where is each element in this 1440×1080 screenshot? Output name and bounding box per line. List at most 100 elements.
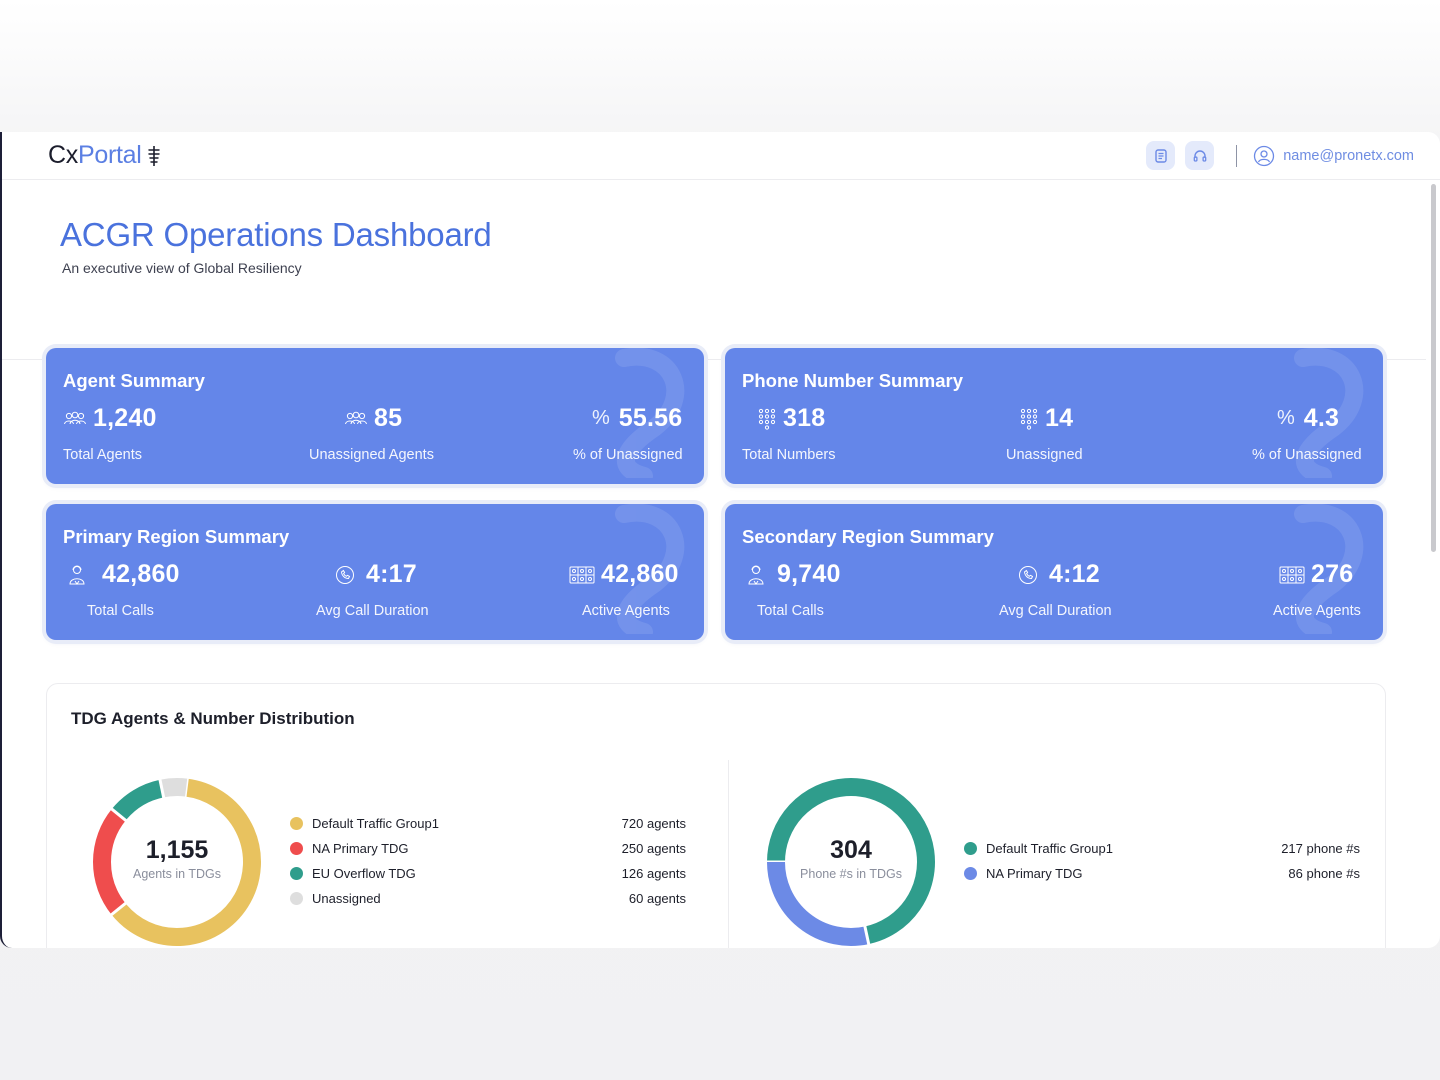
primary-region-summary-card: Primary Region Summary 42,860 Total Call… bbox=[46, 504, 704, 640]
metric-value: 42,860 bbox=[102, 560, 180, 588]
legend-item[interactable]: Default Traffic Group1 bbox=[964, 841, 1113, 856]
headset-icon[interactable] bbox=[1185, 141, 1215, 170]
logo-mark-icon bbox=[148, 145, 161, 166]
metric-value: 276 bbox=[1311, 560, 1354, 588]
legend-item[interactable]: NA Primary TDG bbox=[290, 841, 409, 856]
slice-separator bbox=[110, 807, 128, 823]
metric-value: 55.56 bbox=[618, 404, 683, 432]
page-title: ACGR Operations Dashboard bbox=[60, 216, 492, 253]
app-window: Cx Portal name@pronetx.com ACGR Operation… bbox=[0, 132, 1440, 948]
donut-slice-default-traffic-group1[interactable] bbox=[767, 778, 935, 945]
panel-title: TDG Agents & Number Distribution bbox=[71, 709, 355, 728]
metric-value: 9,740 bbox=[777, 560, 841, 588]
legend-swatch bbox=[290, 892, 303, 905]
total-calls-metric: 42,860 bbox=[66, 560, 180, 589]
metric-label: Total Agents bbox=[63, 447, 142, 463]
active-agents-metric: 42,860 bbox=[569, 560, 679, 589]
slice-separator bbox=[863, 925, 871, 946]
legend-item[interactable]: EU Overflow TDG bbox=[290, 866, 416, 881]
unassigned-agents-metric: 85 bbox=[344, 404, 402, 433]
donut-slice-na-primary-tdg[interactable] bbox=[767, 861, 869, 946]
legend-label: NA Primary TDG bbox=[312, 841, 409, 856]
legend-swatch bbox=[290, 867, 303, 880]
legend-value: 126 agents bbox=[621, 866, 686, 881]
agent-summary-card: Agent Summary 1,240 Total Agents 85 Unas… bbox=[46, 348, 704, 484]
metric-value: 1,240 bbox=[93, 404, 157, 432]
active-agents-icon bbox=[1279, 566, 1305, 583]
watermark-icon bbox=[1294, 348, 1364, 478]
donut-slice-unassigned[interactable] bbox=[159, 778, 188, 798]
total-agents-metric: 1,240 bbox=[63, 404, 157, 433]
logo[interactable]: Cx Portal bbox=[48, 141, 161, 170]
call-agent-icon bbox=[69, 565, 85, 585]
metric-label: Avg Call Duration bbox=[999, 603, 1112, 619]
metric-label: Active Agents bbox=[582, 603, 670, 619]
legend-swatch bbox=[290, 842, 303, 855]
donut-center-value: 304 bbox=[830, 836, 872, 864]
legend-value: 60 agents bbox=[628, 891, 686, 906]
metric-label: Active Agents bbox=[1273, 603, 1361, 619]
legend-value: 250 agents bbox=[621, 841, 686, 856]
watermark-icon bbox=[1294, 504, 1364, 634]
phone-numbers-donut-chart bbox=[766, 778, 935, 946]
slice-separator bbox=[109, 901, 128, 917]
top-bar: Cx Portal name@pronetx.com bbox=[2, 132, 1440, 180]
donut-center-label: Phone #s in TDGs bbox=[800, 867, 902, 881]
donut-slice-default-traffic-group1[interactable] bbox=[111, 778, 261, 946]
user-email[interactable]: name@pronetx.com bbox=[1283, 147, 1414, 164]
phone-timer-icon bbox=[1019, 565, 1037, 584]
metric-label: Total Calls bbox=[87, 603, 154, 619]
total-numbers-metric: 318 bbox=[757, 404, 825, 433]
metric-label: Total Numbers bbox=[742, 447, 836, 463]
unassigned-numbers-metric: 14 bbox=[1019, 404, 1073, 433]
watermark-icon bbox=[615, 504, 685, 634]
slice-separator bbox=[158, 778, 166, 799]
metric-label: Unassigned Agents bbox=[309, 447, 434, 463]
legend-item[interactable]: Default Traffic Group1 bbox=[290, 816, 439, 831]
donut-slice-eu-overflow-tdg[interactable] bbox=[111, 779, 164, 821]
user-avatar-icon[interactable] bbox=[1253, 145, 1275, 167]
scrollbar[interactable] bbox=[1431, 184, 1436, 552]
metric-label: Total Calls bbox=[757, 603, 824, 619]
donut-center-label: Agents in TDGs bbox=[132, 867, 221, 881]
metric-value: 14 bbox=[1045, 404, 1074, 432]
dialpad-icon bbox=[758, 408, 776, 430]
percent-icon: % bbox=[1277, 407, 1295, 429]
avg-call-duration-metric: 4:17 bbox=[334, 560, 417, 589]
tdg-distribution-panel: TDG Agents & Number Distribution 1,155 A… bbox=[46, 683, 1386, 948]
active-agents-metric: 276 bbox=[1279, 560, 1353, 589]
metric-value: 4:17 bbox=[366, 560, 417, 588]
dialpad-icon bbox=[1020, 408, 1038, 430]
card-title: Phone Number Summary bbox=[742, 370, 964, 391]
pct-unassigned-metric: % 55.56 bbox=[592, 404, 682, 433]
secondary-region-summary-card: Secondary Region Summary 9,740 Total Cal… bbox=[725, 504, 1383, 640]
legend-value: 217 phone #s bbox=[1281, 841, 1360, 856]
metric-label: % of Unassigned bbox=[573, 447, 683, 463]
total-calls-metric: 9,740 bbox=[745, 560, 841, 589]
watermark-icon bbox=[615, 348, 685, 478]
legend-label: Default Traffic Group1 bbox=[312, 816, 439, 831]
metric-value: 42,860 bbox=[601, 560, 679, 588]
donut-slice-na-primary-tdg[interactable] bbox=[93, 809, 126, 915]
metric-value: 4.3 bbox=[1303, 404, 1340, 432]
legend-item[interactable]: NA Primary TDG bbox=[964, 866, 1083, 881]
donut-center-value: 1,155 bbox=[145, 836, 209, 864]
agents-donut-chart bbox=[93, 777, 261, 946]
legend-swatch bbox=[964, 842, 977, 855]
users-icon bbox=[64, 411, 86, 424]
notes-icon[interactable] bbox=[1146, 141, 1176, 170]
legend-value: 86 phone #s bbox=[1288, 866, 1360, 881]
phone-number-summary-card: Phone Number Summary 318 Total Numbers 1… bbox=[725, 348, 1383, 484]
legend-item[interactable]: Unassigned bbox=[290, 891, 381, 906]
metric-label: Unassigned bbox=[1006, 447, 1083, 463]
legend-swatch bbox=[964, 867, 977, 880]
metric-value: 85 bbox=[374, 404, 403, 432]
phone-timer-icon bbox=[336, 565, 354, 584]
legend-label: EU Overflow TDG bbox=[312, 866, 416, 881]
logo-text-primary: Cx bbox=[48, 141, 78, 169]
legend-label: NA Primary TDG bbox=[986, 866, 1083, 881]
legend-label: Unassigned bbox=[312, 891, 381, 906]
card-title: Agent Summary bbox=[63, 370, 205, 391]
page-subtitle: An executive view of Global Resiliency bbox=[62, 260, 302, 276]
users-icon bbox=[345, 411, 367, 424]
